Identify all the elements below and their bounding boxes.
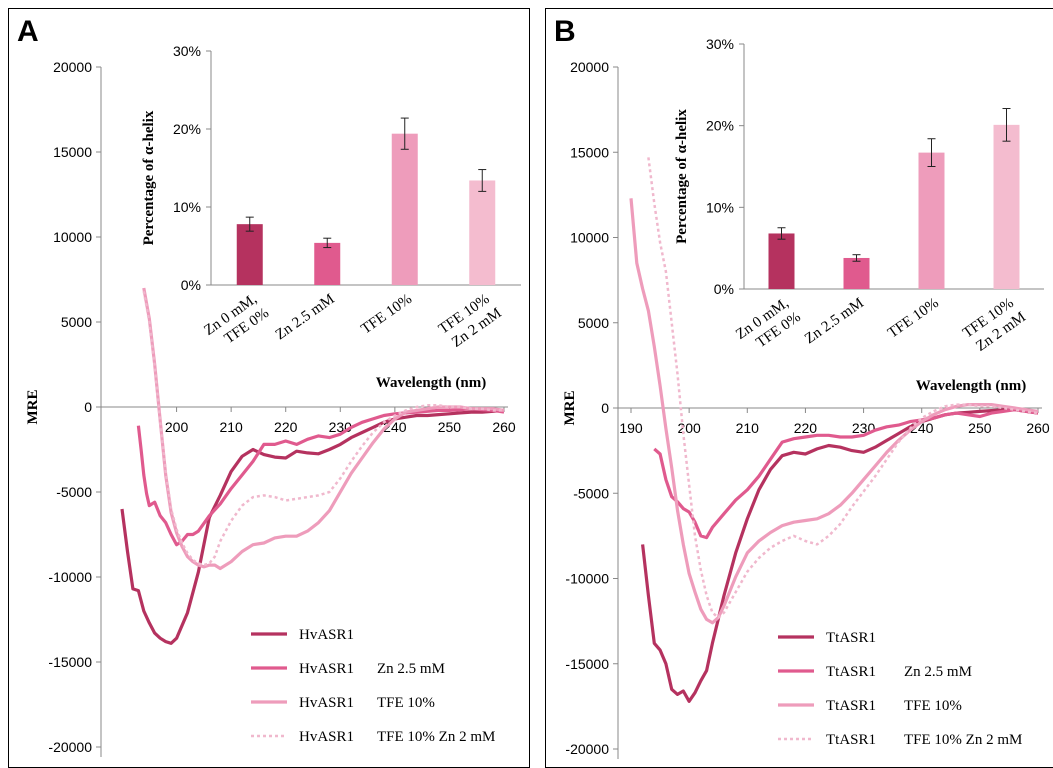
- x-tick-label: 190: [619, 420, 643, 436]
- y-tick-label: -20000: [48, 739, 92, 755]
- inset-y-axis-label: Percentage of α-helix: [141, 110, 157, 245]
- y-tick-label: 0: [84, 399, 92, 415]
- inset-bar: [236, 224, 263, 285]
- legend-entry: HvASR1: [299, 729, 354, 745]
- x-tick-label: 250: [968, 420, 992, 436]
- legend-entry: TtASR1: [826, 732, 876, 748]
- legend-entry: HvASR1: [299, 695, 354, 711]
- y-tick-label: -10000: [48, 569, 92, 585]
- legend-entry: TtASR1: [826, 664, 876, 680]
- series-line: [142, 287, 505, 571]
- inset-y-tick-label: 30%: [706, 36, 734, 52]
- inset-category-label: Zn 2.5 mM: [273, 291, 338, 343]
- inset-y-tick-label: 10%: [706, 199, 734, 215]
- y-axis-label: MRE: [562, 391, 578, 426]
- inset-bar: [391, 133, 418, 285]
- inset-bar: [993, 124, 1020, 289]
- legend-entry-condition: TFE 10%: [904, 698, 962, 714]
- inset-category-label: Zn 2.5 mM: [802, 295, 867, 347]
- legend-entry-condition: Zn 2.5 mM: [377, 661, 445, 677]
- series-line: [136, 407, 505, 547]
- y-tick-label: 10000: [570, 230, 609, 246]
- y-tick-label: 15000: [53, 144, 92, 160]
- series-line: [641, 408, 1039, 703]
- series-line: [653, 408, 1039, 540]
- legend-entry-condition: TFE 10% Zn 2 mM: [377, 729, 495, 745]
- x-tick-label: 200: [677, 420, 701, 436]
- legend-entry: HvASR1: [299, 627, 354, 643]
- inset-y-tick-label: 10%: [173, 199, 201, 215]
- inset-y-axis-label: Percentage of α-helix: [674, 109, 690, 244]
- y-tick-label: -5000: [573, 485, 609, 501]
- panel-a: A 20000 15000 10000 5000 0 -5000 -10000 -15000 -…: [8, 8, 530, 768]
- legend-entry: HvASR1: [299, 661, 354, 677]
- y-tick-label: 20000: [570, 59, 609, 75]
- inset-bar: [469, 180, 496, 285]
- y-tick-label: 5000: [578, 315, 609, 331]
- y-tick-label: -20000: [565, 741, 609, 757]
- x-tick-label: 260: [1026, 420, 1050, 436]
- panel-letter: A: [17, 15, 39, 48]
- x-tick-label: 200: [165, 419, 189, 435]
- legend-entry-condition: Zn 2.5 mM: [904, 664, 972, 680]
- y-tick-label: 0: [601, 400, 609, 416]
- y-tick-label: 15000: [570, 144, 609, 160]
- y-tick-label: -15000: [565, 656, 609, 672]
- x-tick-label: 220: [274, 419, 298, 435]
- legend-entry: TtASR1: [826, 698, 876, 714]
- x-axis-label: Wavelength (nm): [376, 375, 486, 391]
- y-tick-label: -10000: [565, 571, 609, 587]
- legend-entry: TtASR1: [826, 630, 876, 646]
- panel-letter: B: [554, 15, 576, 48]
- panel-b: B 20000 15000 10000 5000 0 -5000 -10000 -15000 -…: [545, 8, 1053, 768]
- series-line: [647, 157, 1039, 619]
- y-tick-label: 10000: [53, 229, 92, 245]
- inset-bar: [314, 242, 341, 285]
- y-tick-label: -15000: [48, 654, 92, 670]
- y-tick-label: 5000: [61, 314, 92, 330]
- x-axis-label: Wavelength (nm): [916, 378, 1026, 394]
- x-tick-label: 220: [794, 420, 818, 436]
- inset-y-tick-label: 0%: [181, 277, 201, 293]
- y-tick-label: -5000: [56, 484, 92, 500]
- inset-category-label: TFE 10%: [358, 291, 415, 337]
- inset-bar: [918, 152, 945, 289]
- cd-spectrum-chart-b: 20000 15000 10000 5000 0 -5000 -10000 -15000 -20…: [562, 36, 1050, 759]
- x-tick-label: 210: [736, 420, 760, 436]
- series-line: [629, 198, 1039, 625]
- x-tick-label: 250: [438, 419, 462, 435]
- inset-bar: [843, 257, 870, 289]
- inset-y-tick-label: 0%: [714, 281, 734, 297]
- inset-y-tick-label: 20%: [706, 118, 734, 134]
- inset-bar: [768, 233, 795, 289]
- x-tick-label: 260: [492, 419, 516, 435]
- series-line: [120, 408, 505, 645]
- legend-entry-condition: TFE 10%: [377, 695, 435, 711]
- y-tick-label: 20000: [53, 59, 92, 75]
- cd-spectrum-chart-a: 20000 15000 10000 5000 0 -5000 -10000 -15000 -20…: [25, 43, 521, 757]
- inset-y-tick-label: 30%: [173, 43, 201, 59]
- legend-entry-condition: TFE 10% Zn 2 mM: [904, 732, 1022, 748]
- inset-category-label: TFE 10%: [885, 295, 942, 341]
- x-tick-label: 210: [219, 419, 243, 435]
- inset-y-tick-label: 20%: [173, 121, 201, 137]
- y-axis-label: MRE: [25, 390, 41, 425]
